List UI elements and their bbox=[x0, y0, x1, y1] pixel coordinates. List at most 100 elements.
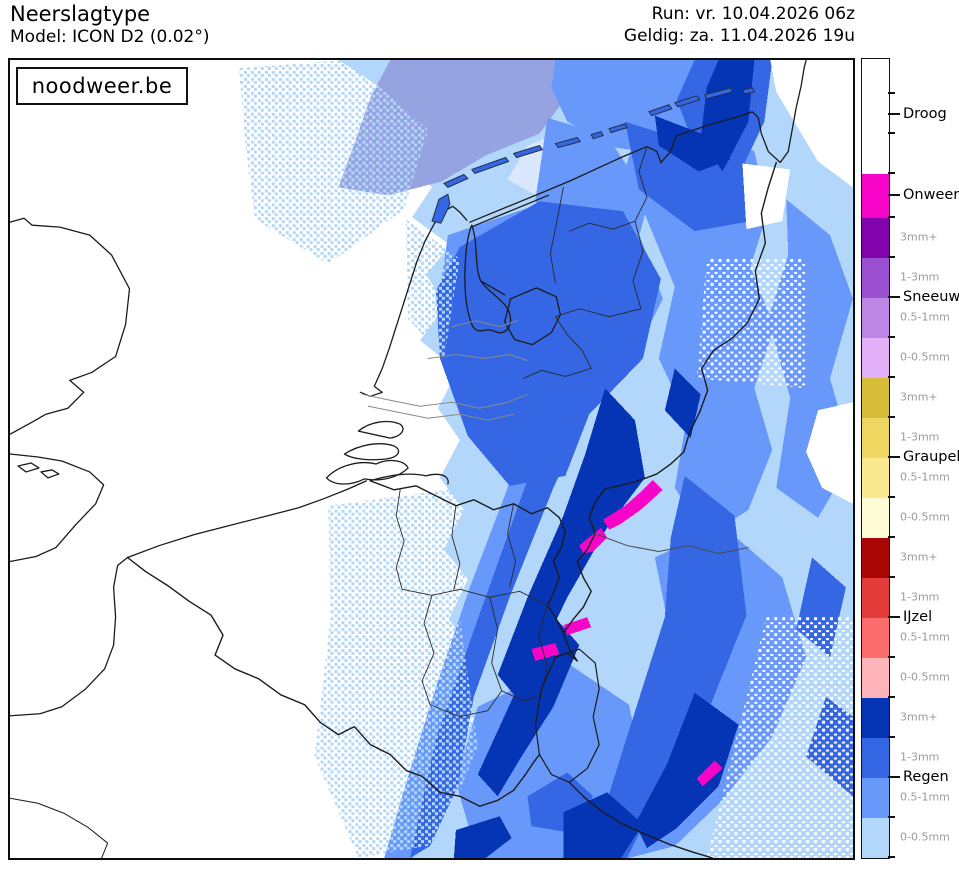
legend-swatch-ijzel-0-0.5mm bbox=[862, 658, 889, 698]
legend-band-label: 1-3mm bbox=[900, 270, 940, 284]
island-texel bbox=[431, 193, 451, 224]
border-france-inner bbox=[10, 797, 109, 858]
legend-band-label: 1-3mm bbox=[900, 590, 940, 604]
island-wadden-1 bbox=[443, 173, 469, 188]
legend-swatch-onweer bbox=[862, 174, 889, 218]
legend-swatch-droog bbox=[862, 59, 889, 174]
legend-band-label: 1-3mm bbox=[900, 430, 940, 444]
legend-band-label: 0.5-1mm bbox=[900, 630, 950, 644]
coastline-holland bbox=[359, 205, 468, 397]
legend-swatch-regen-0-0.5mm bbox=[862, 818, 889, 858]
legend-category-label: Graupel bbox=[903, 449, 959, 465]
rain-streak-extreme1 bbox=[497, 388, 645, 697]
rain-area-heavy-eastband bbox=[589, 475, 747, 858]
legend-swatch-sneeuw-3mm+ bbox=[862, 218, 889, 258]
legend-band-label: 0-0.5mm bbox=[900, 510, 950, 524]
island-wadden-3 bbox=[512, 144, 544, 159]
legend-tick bbox=[888, 856, 895, 858]
thunder-streak-main bbox=[603, 479, 663, 530]
border-be-fr bbox=[126, 556, 541, 807]
island-wadden-7 bbox=[648, 104, 673, 117]
thunder-streak-main-tail bbox=[579, 527, 608, 554]
thunder-spot-2 bbox=[531, 643, 560, 661]
border-be-nl bbox=[369, 480, 567, 634]
legend-tick-major bbox=[888, 113, 900, 115]
legend-tick bbox=[888, 416, 895, 418]
coastline-wadden-mainland bbox=[546, 60, 807, 191]
legend-tick bbox=[888, 256, 895, 258]
island-wadden-6 bbox=[608, 123, 628, 134]
polder-flevoland bbox=[503, 287, 562, 346]
legend-category-label: Droog bbox=[903, 106, 947, 122]
rain-streak-extreme3 bbox=[634, 692, 739, 849]
island-zeeland-goeree bbox=[357, 420, 404, 439]
legend-swatch-graupel-0.5-1mm bbox=[862, 458, 889, 498]
rain-streak-extreme-bottom1 bbox=[563, 792, 643, 858]
legend-swatch-graupel-0-0.5mm bbox=[862, 498, 889, 538]
legend-band-label: 0-0.5mm bbox=[900, 350, 950, 364]
legend-category-label: Regen bbox=[903, 769, 949, 785]
rain-streak-extreme-east bbox=[664, 368, 701, 439]
legend-colorbar bbox=[861, 58, 890, 859]
legend-band-label: 3mm+ bbox=[900, 390, 938, 404]
legend-tick bbox=[888, 216, 895, 218]
border-nl-provinces bbox=[523, 146, 648, 379]
dry-speckle-overlay-se bbox=[706, 617, 853, 858]
rain-area-medium-northeast bbox=[625, 119, 775, 538]
border-fr-de bbox=[568, 781, 714, 858]
island-zeeland-walcheren bbox=[325, 459, 409, 485]
island-wadden-5 bbox=[590, 131, 604, 140]
afsluitdijk bbox=[469, 189, 550, 228]
island-wadden-4 bbox=[554, 137, 582, 149]
border-be-de-aachen bbox=[554, 652, 578, 662]
border-luxembourg bbox=[534, 648, 600, 783]
border-nl-de bbox=[562, 161, 777, 662]
legend-band-label: 0.5-1mm bbox=[900, 310, 950, 324]
thunder-spot-1 bbox=[563, 617, 592, 636]
rain-streak-extreme-bottom2 bbox=[453, 816, 512, 858]
page-title: Neerslagtype bbox=[10, 2, 151, 26]
legend-tick bbox=[888, 92, 895, 94]
island-zeeland-schouwen bbox=[343, 443, 400, 461]
border-randstad-rivers bbox=[361, 320, 529, 421]
island-thames-1 bbox=[17, 462, 40, 473]
legend-band-label: 0-0.5mm bbox=[900, 670, 950, 684]
map-canvas: noodweer.be bbox=[8, 58, 855, 860]
legend-tick bbox=[888, 336, 895, 338]
legend-tick-major bbox=[888, 194, 900, 196]
border-de-inner bbox=[594, 533, 749, 555]
legend-swatch-ijzel-3mm+ bbox=[862, 538, 889, 578]
legend-swatch-graupel-3mm+ bbox=[862, 378, 889, 418]
legend-tick bbox=[888, 496, 895, 498]
legend-tick-major bbox=[888, 776, 900, 778]
legend-swatch-regen-0.5-1mm bbox=[862, 778, 889, 818]
legend-swatch-regen-3mm+ bbox=[862, 698, 889, 738]
rain-area-heavy-groningen bbox=[625, 121, 755, 232]
legend-band-label: 1-3mm bbox=[900, 750, 940, 764]
dike-markermeer bbox=[480, 280, 506, 296]
dry-area-rightedge bbox=[806, 402, 853, 504]
run-timestamp: Run: vr. 10.04.2026 06z bbox=[651, 4, 855, 24]
legend-band-label: 3mm+ bbox=[900, 550, 938, 564]
island-wadden-2 bbox=[470, 156, 510, 175]
legend-swatch-sneeuw-0.5-1mm bbox=[862, 298, 889, 338]
legend-band-label: 3mm+ bbox=[900, 230, 938, 244]
legend-tick-major bbox=[888, 456, 900, 458]
thunder-streak-south bbox=[696, 760, 723, 787]
legend-band-label: 0.5-1mm bbox=[900, 790, 950, 804]
dry-area-necorner bbox=[770, 60, 853, 188]
legend-swatch-ijzel-0.5-1mm bbox=[862, 618, 889, 658]
noodweer-watermark: noodweer.be bbox=[16, 67, 188, 105]
legend-tick bbox=[888, 696, 895, 698]
island-wadden-10 bbox=[741, 87, 756, 95]
legend-tick bbox=[888, 816, 895, 818]
legend-tick bbox=[888, 376, 895, 378]
legend-tick-major bbox=[888, 616, 900, 618]
legend-swatch-sneeuw-1-3mm bbox=[862, 258, 889, 298]
legend-swatch-sneeuw-0-0.5mm bbox=[862, 338, 889, 378]
legend-category-label: Onweer bbox=[903, 187, 959, 203]
island-thames-2 bbox=[40, 469, 60, 479]
legend-tick bbox=[888, 656, 895, 658]
legend-category-label: IJzel bbox=[903, 609, 933, 625]
legend-swatch-regen-1-3mm bbox=[862, 738, 889, 778]
